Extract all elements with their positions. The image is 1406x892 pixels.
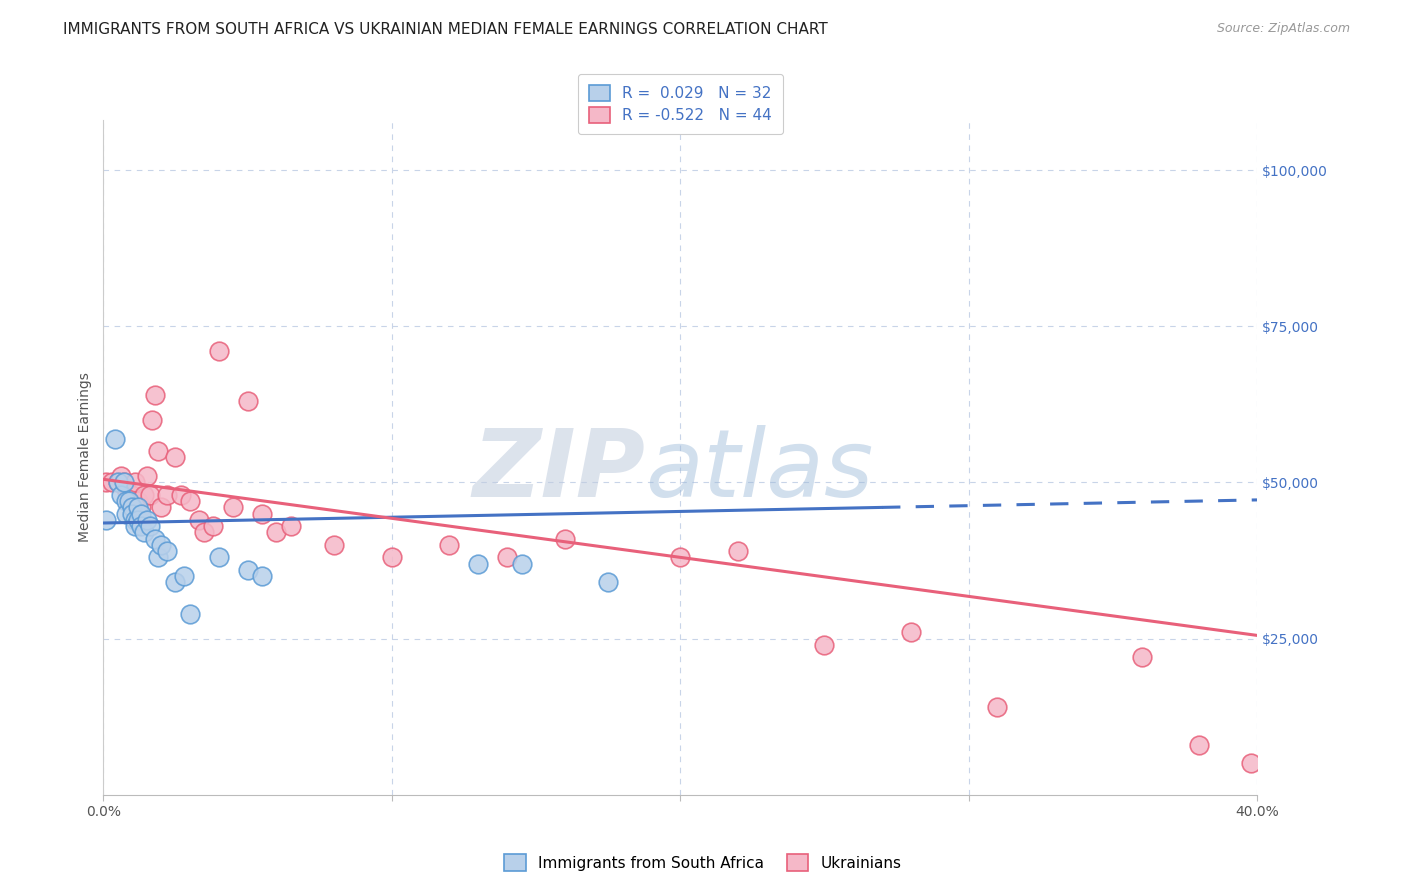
Point bbox=[115, 507, 138, 521]
Point bbox=[179, 494, 201, 508]
Point bbox=[118, 494, 141, 508]
Point bbox=[150, 500, 173, 515]
Text: Source: ZipAtlas.com: Source: ZipAtlas.com bbox=[1216, 22, 1350, 36]
Point bbox=[101, 475, 124, 490]
Point bbox=[187, 513, 209, 527]
Point bbox=[439, 538, 461, 552]
Point bbox=[222, 500, 245, 515]
Point bbox=[596, 575, 619, 590]
Point bbox=[115, 482, 138, 496]
Point bbox=[141, 413, 163, 427]
Legend: R =  0.029   N = 32, R = -0.522   N = 44: R = 0.029 N = 32, R = -0.522 N = 44 bbox=[578, 74, 783, 134]
Point bbox=[208, 344, 231, 359]
Point bbox=[127, 500, 149, 515]
Point bbox=[250, 569, 273, 583]
Point bbox=[193, 525, 215, 540]
Point bbox=[173, 569, 195, 583]
Point bbox=[138, 488, 160, 502]
Point bbox=[381, 550, 404, 565]
Point bbox=[148, 550, 170, 565]
Point bbox=[107, 475, 129, 490]
Point bbox=[669, 550, 692, 565]
Point bbox=[143, 532, 166, 546]
Point bbox=[150, 538, 173, 552]
Point bbox=[132, 525, 155, 540]
Point bbox=[110, 488, 132, 502]
Point bbox=[165, 450, 187, 465]
Point bbox=[201, 519, 224, 533]
Point bbox=[110, 469, 132, 483]
Point bbox=[236, 563, 259, 577]
Point bbox=[170, 488, 193, 502]
Point bbox=[121, 500, 143, 515]
Point bbox=[121, 488, 143, 502]
Point bbox=[554, 532, 576, 546]
Point bbox=[112, 475, 135, 490]
Point bbox=[138, 519, 160, 533]
Point bbox=[148, 444, 170, 458]
Point bbox=[813, 638, 835, 652]
Point bbox=[179, 607, 201, 621]
Point bbox=[280, 519, 302, 533]
Point bbox=[236, 394, 259, 409]
Point bbox=[135, 513, 157, 527]
Legend: Immigrants from South Africa, Ukrainians: Immigrants from South Africa, Ukrainians bbox=[498, 848, 908, 877]
Point bbox=[266, 525, 288, 540]
Point bbox=[208, 550, 231, 565]
Point bbox=[107, 475, 129, 490]
Point bbox=[900, 625, 922, 640]
Point bbox=[156, 544, 179, 558]
Point bbox=[96, 475, 118, 490]
Point bbox=[1130, 650, 1153, 665]
Y-axis label: Median Female Earnings: Median Female Earnings bbox=[79, 373, 93, 542]
Point bbox=[986, 700, 1008, 714]
Point bbox=[121, 507, 143, 521]
Point bbox=[96, 513, 118, 527]
Point bbox=[124, 475, 146, 490]
Point bbox=[496, 550, 519, 565]
Text: ZIP: ZIP bbox=[472, 425, 645, 517]
Text: IMMIGRANTS FROM SOUTH AFRICA VS UKRAINIAN MEDIAN FEMALE EARNINGS CORRELATION CHA: IMMIGRANTS FROM SOUTH AFRICA VS UKRAINIA… bbox=[63, 22, 828, 37]
Point bbox=[156, 488, 179, 502]
Point bbox=[510, 557, 533, 571]
Point bbox=[1240, 756, 1263, 771]
Point bbox=[323, 538, 346, 552]
Point bbox=[124, 519, 146, 533]
Point bbox=[143, 388, 166, 402]
Point bbox=[129, 507, 152, 521]
Point bbox=[132, 488, 155, 502]
Point bbox=[1188, 738, 1211, 752]
Point bbox=[129, 500, 152, 515]
Point bbox=[127, 494, 149, 508]
Point bbox=[115, 494, 138, 508]
Point bbox=[165, 575, 187, 590]
Point bbox=[118, 488, 141, 502]
Text: atlas: atlas bbox=[645, 425, 875, 516]
Point bbox=[124, 513, 146, 527]
Point bbox=[127, 513, 149, 527]
Point bbox=[104, 432, 127, 446]
Point bbox=[250, 507, 273, 521]
Point bbox=[135, 469, 157, 483]
Point bbox=[112, 475, 135, 490]
Point bbox=[467, 557, 489, 571]
Point bbox=[727, 544, 749, 558]
Point bbox=[129, 519, 152, 533]
